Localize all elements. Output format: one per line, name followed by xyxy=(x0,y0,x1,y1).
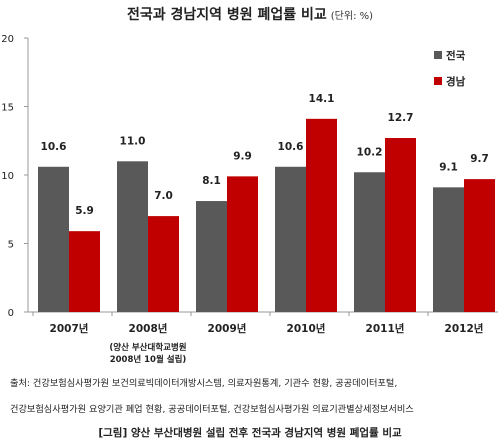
x-tick-label: 2012년 xyxy=(445,322,484,335)
legend-swatch xyxy=(434,51,442,59)
bar-national xyxy=(275,166,306,312)
source-line-2: 건강보험심사평가원 요양기관 폐업 현황, 공공데이터포털, 건강보험심사평가원… xyxy=(10,404,414,415)
y-tick-label: 0 xyxy=(8,308,14,319)
figure-caption: [그림] 양산 부산대병원 설립 전후 전국과 경남지역 병원 폐업률 비교 xyxy=(98,427,402,439)
bar-chart: 0 5 10 15 20 10.6 5.9 2007년 11.0 7.0 2008년 8.1 9.9 20… xyxy=(1,34,498,365)
data-label: 10.2 xyxy=(357,146,383,158)
y-tick-label: 10 xyxy=(1,171,14,182)
bar-national xyxy=(196,201,227,312)
data-label: 7.0 xyxy=(154,190,173,202)
bar-national xyxy=(117,161,148,312)
bar-national xyxy=(433,187,464,312)
bar-gyeongnam xyxy=(464,179,495,312)
data-label: 10.6 xyxy=(278,141,304,153)
data-label: 5.9 xyxy=(75,205,94,217)
legend-label: 전국 xyxy=(446,49,466,62)
x-tick-label: 2011년 xyxy=(366,322,405,335)
data-label: 8.1 xyxy=(202,175,221,187)
bar-national xyxy=(354,172,385,312)
y-tick-label: 15 xyxy=(1,103,14,114)
x-tick-label: 2010년 xyxy=(287,322,326,335)
data-label: 9.9 xyxy=(233,150,252,162)
data-label: 10.6 xyxy=(41,141,67,153)
data-label: 11.0 xyxy=(120,135,146,147)
source-line-1: 출처: 건강보험심사평가원 보건의료빅데이터개방시스템, 의료자원통계, 기관수… xyxy=(10,378,398,389)
legend-swatch xyxy=(434,77,442,85)
chart-title-block: 전국과 경남지역 병원 폐업률 비교 (단위: %) xyxy=(0,4,500,24)
bar-gyeongnam xyxy=(306,118,337,312)
data-label: 12.7 xyxy=(388,112,414,124)
y-tick-label: 5 xyxy=(8,240,14,251)
bar-national xyxy=(38,166,69,312)
bar-gyeongnam xyxy=(148,216,179,312)
y-tick-label: 20 xyxy=(1,34,14,45)
unit-label: (단위: %) xyxy=(330,11,374,22)
legend-label: 경남 xyxy=(446,75,466,88)
x-tick-label: 2008년 xyxy=(129,322,168,335)
data-label: 9.1 xyxy=(439,161,458,173)
bar-gyeongnam xyxy=(385,138,416,312)
x-tick-label: 2007년 xyxy=(50,322,89,335)
bar-gyeongnam xyxy=(69,231,100,312)
data-label: 14.1 xyxy=(309,93,335,105)
category-note: (양산 부산대학교병원 xyxy=(109,342,186,353)
data-label: 9.7 xyxy=(470,153,489,165)
chart-title: 전국과 경남지역 병원 폐업률 비교 xyxy=(126,7,327,23)
x-tick-label: 2009년 xyxy=(208,322,247,335)
category-note: 2008년 10월 설립) xyxy=(110,354,187,365)
bar-gyeongnam xyxy=(227,176,258,312)
